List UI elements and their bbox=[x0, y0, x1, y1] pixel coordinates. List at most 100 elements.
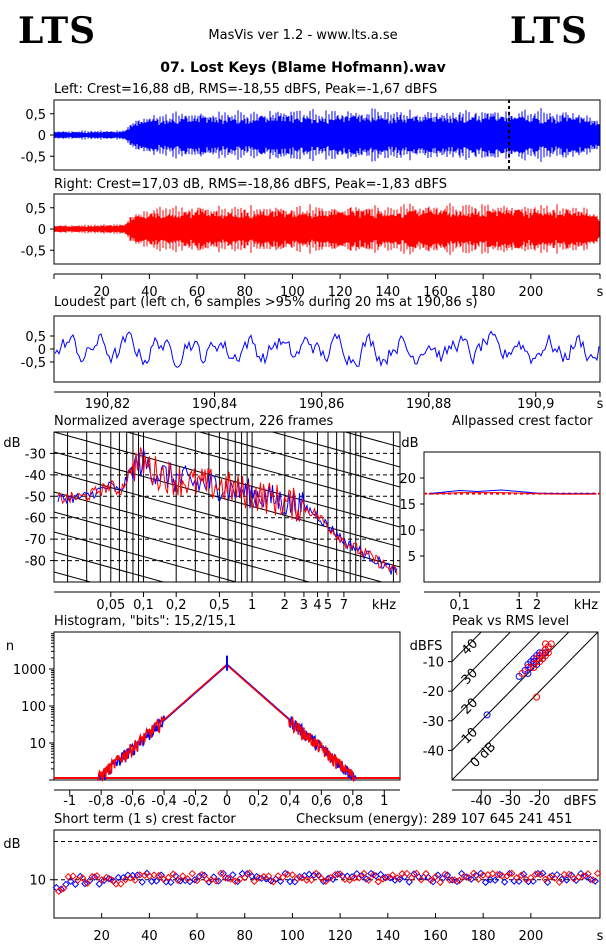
peakrms-point-1-12 bbox=[539, 655, 547, 663]
spectrum-slope-5 bbox=[270, 432, 400, 468]
stcrest-point-1-149 bbox=[407, 874, 416, 882]
stcrest-point-1-61 bbox=[198, 870, 206, 879]
stcrest-xtick-label-3: 80 bbox=[236, 929, 253, 944]
stcrest-point-0-99 bbox=[286, 877, 294, 886]
histogram-frame bbox=[53, 631, 401, 781]
stcrest-point-0-37 bbox=[138, 878, 146, 886]
stcrest-point-1-131 bbox=[365, 876, 373, 884]
spectrum-xtick-label-8: 5 bbox=[324, 598, 332, 613]
stcrest-point-1-37 bbox=[140, 871, 149, 880]
stcrest-point-1-75 bbox=[231, 877, 239, 885]
histogram-xtick-label-2: -0,6 bbox=[120, 794, 145, 809]
stcrest-point-1-3 bbox=[59, 884, 68, 893]
peakrms-ytick-label-3: -40 bbox=[423, 744, 444, 759]
histogram-xtick-label-4: -0,2 bbox=[183, 794, 208, 809]
stcrest-point-1-199 bbox=[527, 874, 535, 882]
spectrum-slope-1 bbox=[54, 292, 400, 387]
stcrest-xtick-label-0: 20 bbox=[93, 929, 110, 944]
peakrms-crest-line-2 bbox=[452, 632, 541, 722]
stcrest-point-1-193 bbox=[512, 874, 521, 882]
peakrms-crest-label-0: 40 bbox=[459, 636, 481, 658]
stcrest-point-0-47 bbox=[162, 878, 170, 886]
stcrest-point-1-23 bbox=[107, 875, 115, 884]
right-waveform-ytick-label-2: -0,5 bbox=[21, 244, 46, 259]
histogram-xtick-label-9: 0,8 bbox=[342, 794, 363, 809]
spectrum-ylabel: dB bbox=[3, 436, 20, 451]
stcrest-point-1-103 bbox=[298, 874, 306, 882]
peakrms-point-0-16 bbox=[541, 649, 549, 657]
peakrms-point-0-17 bbox=[483, 711, 491, 719]
loudest-signal bbox=[54, 330, 600, 368]
stcrest-point-0-145 bbox=[396, 875, 404, 883]
stcrest-point-0-17 bbox=[90, 873, 99, 881]
loudest-ytick-label-1: 0 bbox=[38, 343, 46, 358]
crest-xtick-label-3: kHz bbox=[574, 598, 598, 613]
left-waveform-title: Left: Crest=16,88 dB, RMS=-18,55 dBFS, P… bbox=[54, 82, 438, 97]
stcrest-point-0-223 bbox=[581, 872, 590, 880]
stcrest-point-1-47 bbox=[164, 873, 173, 882]
app-title: MasVis ver 1.2 - www.lts.a.se bbox=[208, 28, 398, 43]
stcrest-point-1-109 bbox=[312, 869, 320, 878]
peakrms-lines bbox=[452, 632, 598, 780]
spectrum-xtick-label-2: 0,2 bbox=[166, 598, 187, 613]
stcrest-point-1-115 bbox=[326, 873, 335, 882]
spectrum-xtick-label-5: 2 bbox=[281, 598, 289, 613]
spectrum-xtick-label-6: 3 bbox=[300, 598, 308, 613]
histogram-ylabel: n bbox=[6, 639, 14, 654]
stcrest-point-1-151 bbox=[412, 869, 421, 878]
stcrest-point-0-175 bbox=[467, 875, 475, 883]
stcrest-point-1-123 bbox=[345, 876, 354, 884]
peakrms-point-1-14 bbox=[533, 693, 541, 701]
stcrest-xtick-label-8: 180 bbox=[471, 929, 496, 944]
peakrms-point-1-13 bbox=[544, 649, 552, 657]
stcrest-point-0-77 bbox=[233, 877, 242, 886]
peakrms-crest-line-1 bbox=[452, 632, 512, 692]
stcrest-point-1-129 bbox=[360, 869, 368, 878]
peakrms-crest-label-1: 30 bbox=[459, 666, 481, 688]
stcrest-xtick-label-9: 200 bbox=[518, 929, 543, 944]
stcrest-point-0-87 bbox=[257, 874, 266, 883]
crest-ytick-label-2: 10 bbox=[399, 524, 416, 539]
peakrms-point-1-15 bbox=[541, 640, 549, 648]
stcrest-point-1-223 bbox=[584, 870, 592, 878]
stcrest-point-0-75 bbox=[229, 871, 237, 879]
peakrms-point-1-2 bbox=[530, 661, 538, 669]
stcrest-point-0-167 bbox=[448, 876, 456, 884]
stcrest-point-1-161 bbox=[436, 878, 444, 887]
stcrest-point-1-91 bbox=[269, 878, 278, 886]
spectrum-right-curve bbox=[57, 447, 398, 575]
stcrest-point-0-65 bbox=[205, 878, 213, 886]
stcrest-point-1-33 bbox=[131, 876, 139, 884]
loudest-xtick-label-1: 190,84 bbox=[192, 397, 238, 412]
right-waveform-wave bbox=[54, 203, 600, 255]
stcrest-point-1-71 bbox=[221, 874, 230, 882]
loudest-xtick-label-4: 190,9 bbox=[517, 397, 554, 412]
spectrum-slope-15 bbox=[54, 571, 93, 582]
short-term-title: Short term (1 s) crest factor bbox=[54, 812, 236, 827]
stcrest-xtick-label-1: 40 bbox=[141, 929, 158, 944]
right-waveform-signal bbox=[54, 203, 600, 255]
spectrum-xtick-label-1: 0,1 bbox=[133, 598, 154, 613]
spectrum-ytick-label-4: -70 bbox=[25, 533, 46, 548]
peakrms-xtick-label-1: -30 bbox=[500, 794, 521, 809]
stcrest-point-1-57 bbox=[188, 869, 196, 878]
stcrest-ylabel: dB bbox=[3, 837, 20, 852]
stcrest-point-1-169 bbox=[455, 876, 464, 885]
stcrest-point-1-159 bbox=[431, 873, 440, 881]
stcrest-point-1-79 bbox=[241, 873, 249, 882]
crest-ylabel: dB bbox=[401, 436, 418, 451]
stcrest-point-1-133 bbox=[369, 871, 378, 879]
peakrms-xtick-label-2: -20 bbox=[529, 794, 550, 809]
peakrms-ytick-label-0: -10 bbox=[423, 656, 444, 671]
stcrest-point-0-43 bbox=[152, 877, 161, 885]
stcrest-point-0-225 bbox=[586, 875, 595, 884]
right-waveform-xtick-label-3: 80 bbox=[236, 285, 253, 300]
stcrest-point-1-69 bbox=[217, 869, 225, 878]
stcrest-point-0-107 bbox=[305, 870, 313, 879]
stcrest-point-0-169 bbox=[453, 877, 461, 886]
crest-xtick-label-0: 0,1 bbox=[449, 598, 470, 613]
right-waveform-xtick-label-4: 100 bbox=[280, 285, 305, 300]
stcrest-point-1-203 bbox=[536, 870, 545, 879]
stcrest-point-0-27 bbox=[114, 873, 123, 882]
